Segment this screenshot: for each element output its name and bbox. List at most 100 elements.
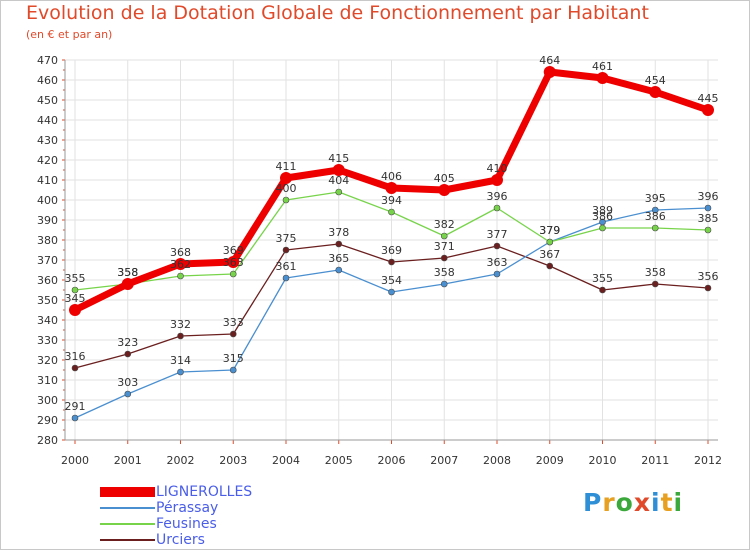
axes: 280 290 300 310 320 330 340 350 360 370 380 390 400 4…: [37, 54, 722, 467]
x-tick-label: 2000: [61, 454, 89, 467]
y-tick-label: 300: [37, 394, 58, 407]
data-point-lignerolles: [385, 182, 398, 194]
legend-item-p-rassay: Pérassay: [100, 500, 252, 516]
data-label-urciers: 375: [276, 232, 297, 245]
logo-letter: r: [602, 488, 616, 517]
data-label-feusines: 382: [434, 218, 455, 231]
data-point-urciers: [388, 258, 395, 266]
data-point-feusines: [493, 204, 501, 212]
y-tick-label: 470: [37, 54, 58, 67]
data-label-p-rassay: 358: [434, 266, 455, 279]
y-tick-label: 320: [37, 354, 58, 367]
logo-letter: o: [615, 488, 634, 517]
y-tick-label: 330: [37, 334, 58, 347]
data-label-p-rassay: 379: [539, 224, 560, 237]
grid-lines: [65, 59, 718, 440]
data-label-p-rassay: 396: [698, 190, 719, 203]
y-tick-label: 280: [37, 434, 58, 447]
y-tick-label: 460: [37, 74, 58, 87]
data-point-urciers: [124, 350, 132, 358]
y-tick-label: 420: [37, 154, 58, 167]
data-label-feusines: 396: [487, 190, 508, 203]
series-feusines: [71, 188, 712, 294]
data-label-feusines: 394: [381, 194, 402, 207]
data-point-feusines: [704, 226, 712, 234]
legend-swatch-p-rassay: [100, 507, 155, 509]
legend-swatch-lignerolles: [100, 487, 155, 497]
data-point-urciers: [440, 254, 448, 262]
x-tick-label: 2011: [641, 454, 669, 467]
data-label-feusines: 363: [223, 256, 244, 269]
y-tick-label: 410: [37, 174, 58, 187]
data-point-urciers: [229, 330, 237, 338]
series-urciers: [71, 240, 712, 372]
data-label-urciers: 323: [117, 336, 138, 349]
data-label-urciers: 316: [65, 350, 86, 363]
y-tick-label: 350: [37, 294, 58, 307]
legend-label-lignerolles: LIGNEROLLES: [156, 484, 253, 500]
data-point-feusines: [599, 224, 606, 232]
data-point-p-rassay: [704, 204, 712, 212]
data-labels: 316 323 332 333 375 378 369 371 377 367 355 358 356 2…: [65, 54, 719, 413]
x-tick-label: 2005: [325, 454, 353, 467]
data-label-lignerolles: 464: [539, 54, 560, 67]
data-point-lignerolles: [596, 72, 609, 84]
x-tick-label: 2008: [483, 454, 511, 467]
data-label-urciers: 371: [434, 240, 455, 253]
data-point-lignerolles: [174, 258, 187, 270]
legend-item-lignerolles: LIGNEROLLES: [100, 484, 252, 500]
data-point-feusines: [440, 232, 448, 240]
data-label-p-rassay: 291: [65, 400, 86, 413]
data-point-p-rassay: [177, 368, 184, 376]
data-point-p-rassay: [651, 206, 659, 214]
y-tick-label: 390: [37, 214, 58, 227]
chart-title: Evolution de la Dotation Globale de Fonc…: [26, 2, 649, 24]
data-label-urciers: 355: [592, 272, 613, 285]
x-tick-label: 2003: [219, 454, 247, 467]
legend: LIGNEROLLES Pérassay Feusines Urciers: [100, 484, 252, 548]
data-point-urciers: [546, 262, 554, 270]
data-label-p-rassay: 363: [487, 256, 508, 269]
data-point-lignerolles: [543, 66, 556, 78]
data-point-p-rassay: [124, 390, 132, 398]
data-label-feusines: 385: [698, 212, 719, 225]
data-point-lignerolles: [332, 164, 345, 176]
data-point-lignerolles: [649, 86, 662, 98]
data-point-lignerolles: [702, 104, 714, 116]
x-tick-label: 2012: [694, 454, 722, 467]
data-point-feusines: [388, 208, 395, 216]
data-label-lignerolles: 445: [698, 92, 719, 105]
data-label-urciers: 369: [381, 244, 402, 257]
x-tick-label: 2010: [589, 454, 617, 467]
data-point-lignerolles: [491, 174, 503, 186]
data-point-p-rassay: [71, 414, 79, 422]
data-label-feusines: 358: [117, 266, 138, 279]
data-point-urciers: [71, 364, 79, 372]
data-label-urciers: 378: [328, 226, 349, 239]
series-lignerolles: [69, 66, 714, 316]
x-tick-label: 2002: [167, 454, 195, 467]
data-label-lignerolles: 406: [381, 170, 402, 183]
logo-letter: i: [673, 488, 684, 517]
x-tick-label: 2004: [272, 454, 300, 467]
data-label-p-rassay: 354: [381, 274, 402, 287]
x-tick-label: 2006: [378, 454, 406, 467]
y-tick-label: 310: [37, 374, 58, 387]
data-label-feusines: 379: [539, 224, 560, 237]
data-label-lignerolles: 410: [487, 162, 508, 175]
series-lines: [69, 66, 714, 422]
data-label-urciers: 332: [170, 318, 191, 331]
logo-letter: P: [583, 488, 603, 517]
data-label-lignerolles: 345: [65, 292, 86, 305]
data-label-p-rassay: 315: [223, 352, 244, 365]
data-label-lignerolles: 368: [170, 246, 191, 259]
data-point-urciers: [335, 240, 343, 248]
legend-label-feusines: Feusines: [156, 516, 217, 532]
data-label-feusines: 355: [65, 272, 86, 285]
data-point-p-rassay: [493, 270, 501, 278]
data-point-lignerolles: [438, 184, 451, 196]
data-point-feusines: [229, 270, 237, 278]
data-label-lignerolles: 405: [434, 172, 455, 185]
proxiti-logo: Proxiti: [583, 488, 683, 517]
